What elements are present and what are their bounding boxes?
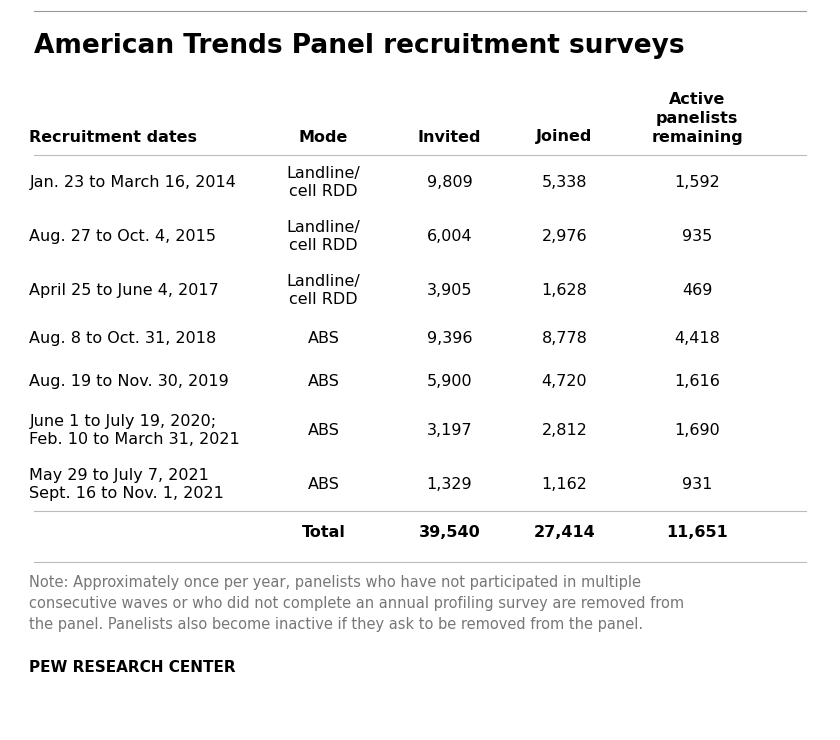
Text: ABS: ABS xyxy=(307,332,339,346)
Text: Recruitment dates: Recruitment dates xyxy=(29,130,197,144)
Text: 1,628: 1,628 xyxy=(542,283,587,298)
Text: 3,197: 3,197 xyxy=(427,423,472,438)
Text: 931: 931 xyxy=(682,477,712,492)
Text: 39,540: 39,540 xyxy=(418,525,480,540)
Text: Landline/
cell RDD: Landline/ cell RDD xyxy=(286,166,360,199)
Text: June 1 to July 19, 2020;
Feb. 10 to March 31, 2021: June 1 to July 19, 2020; Feb. 10 to Marc… xyxy=(29,414,240,447)
Text: 1,616: 1,616 xyxy=(675,374,720,389)
Text: Jan. 23 to March 16, 2014: Jan. 23 to March 16, 2014 xyxy=(29,175,236,190)
Text: 1,592: 1,592 xyxy=(675,175,720,190)
Text: 935: 935 xyxy=(682,229,712,244)
Text: 2,976: 2,976 xyxy=(542,229,587,244)
Text: 8,778: 8,778 xyxy=(542,332,587,346)
Text: American Trends Panel recruitment surveys: American Trends Panel recruitment survey… xyxy=(34,33,685,59)
Text: ABS: ABS xyxy=(307,374,339,389)
Text: PEW RESEARCH CENTER: PEW RESEARCH CENTER xyxy=(29,660,236,675)
Text: 9,396: 9,396 xyxy=(427,332,472,346)
Text: Note: Approximately once per year, panelists who have not participated in multip: Note: Approximately once per year, panel… xyxy=(29,575,685,632)
Text: Aug. 19 to Nov. 30, 2019: Aug. 19 to Nov. 30, 2019 xyxy=(29,374,229,389)
Text: April 25 to June 4, 2017: April 25 to June 4, 2017 xyxy=(29,283,219,298)
Text: 5,338: 5,338 xyxy=(542,175,587,190)
Text: 5,900: 5,900 xyxy=(427,374,472,389)
Text: 469: 469 xyxy=(682,283,712,298)
Text: 9,809: 9,809 xyxy=(427,175,472,190)
Text: Aug. 8 to Oct. 31, 2018: Aug. 8 to Oct. 31, 2018 xyxy=(29,332,217,346)
Text: 2,812: 2,812 xyxy=(542,423,587,438)
Text: Invited: Invited xyxy=(417,130,481,144)
Text: 3,905: 3,905 xyxy=(427,283,472,298)
Text: Landline/
cell RDD: Landline/ cell RDD xyxy=(286,274,360,307)
Text: Landline/
cell RDD: Landline/ cell RDD xyxy=(286,220,360,253)
Text: ABS: ABS xyxy=(307,477,339,492)
Text: May 29 to July 7, 2021
Sept. 16 to Nov. 1, 2021: May 29 to July 7, 2021 Sept. 16 to Nov. … xyxy=(29,468,224,501)
Text: 11,651: 11,651 xyxy=(666,525,728,540)
Text: Active
panelists
remaining: Active panelists remaining xyxy=(651,92,743,145)
Text: 1,329: 1,329 xyxy=(427,477,472,492)
Text: ABS: ABS xyxy=(307,423,339,438)
Text: 4,720: 4,720 xyxy=(542,374,587,389)
Text: Aug. 27 to Oct. 4, 2015: Aug. 27 to Oct. 4, 2015 xyxy=(29,229,217,244)
Text: 1,690: 1,690 xyxy=(675,423,720,438)
Text: 6,004: 6,004 xyxy=(427,229,472,244)
Text: Total: Total xyxy=(302,525,345,540)
Text: Joined: Joined xyxy=(536,130,593,144)
Text: 4,418: 4,418 xyxy=(675,332,720,346)
Text: Mode: Mode xyxy=(299,130,348,144)
Text: 27,414: 27,414 xyxy=(533,525,596,540)
Text: 1,162: 1,162 xyxy=(542,477,587,492)
